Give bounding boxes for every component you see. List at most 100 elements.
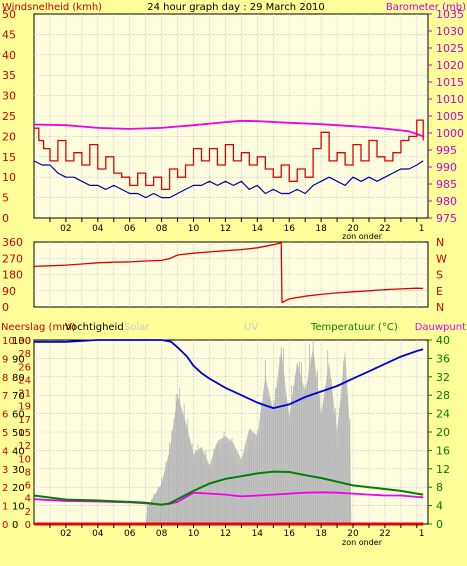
- solar-tick-label: 4: [25, 494, 31, 505]
- barometer-axis-title: Barometer (mb): [386, 2, 466, 13]
- wind-tick-label: 10: [2, 171, 16, 184]
- hour-tick-label: 10: [188, 529, 200, 539]
- wind-average-line: [33, 160, 424, 199]
- wind-tick-label: 40: [2, 49, 16, 62]
- humidity-tick-label: 10: [12, 502, 25, 513]
- rain-tick-label: 9: [2, 354, 8, 365]
- barometer-tick-label: 1025: [436, 42, 464, 55]
- hour-tick-label: 20: [347, 529, 359, 539]
- compass-tick-label: N: [436, 236, 444, 249]
- barometer-tick-label: 975: [436, 212, 457, 225]
- hour-tick-label: 18: [315, 224, 327, 234]
- barometer-tick-label: 1000: [436, 127, 464, 140]
- barometer-tick-label: 1010: [436, 93, 464, 106]
- compass-tick-label: E: [436, 285, 443, 298]
- barometer-tick-label: 1020: [436, 59, 464, 72]
- barometer-line: [33, 119, 424, 138]
- temperature-tick-label: 20: [436, 426, 450, 439]
- hour-tick-label: 16: [283, 529, 295, 539]
- hour-tick-label: 1: [419, 529, 425, 539]
- hour-tick-label: 14: [252, 529, 264, 539]
- humidity-tick-label: 30: [12, 465, 25, 476]
- grid-lines: [34, 14, 428, 524]
- solar-tick-label: 24: [18, 375, 31, 386]
- hour-tick-label: 12: [220, 224, 231, 234]
- solar-tick-label: 28: [18, 349, 31, 360]
- hour-tick-label: 08: [156, 529, 168, 539]
- direction-tick-label: 0: [2, 301, 9, 314]
- solar-tick-label: 2: [25, 507, 31, 518]
- solar-tick-label: 21: [18, 389, 31, 400]
- humidity-tick-label: 20: [12, 483, 25, 494]
- hour-tick-label: 10: [188, 224, 200, 234]
- barometer-tick-label: 1030: [436, 25, 464, 38]
- hour-tick-label: 12: [220, 529, 231, 539]
- hour-tick-label: 06: [124, 224, 136, 234]
- rain-tick-label: 3: [2, 465, 8, 476]
- direction-tick-label: 270: [2, 252, 23, 265]
- rain-tick-label: 1: [2, 502, 8, 513]
- humidity-tick-label: 50: [12, 428, 25, 439]
- rain-tick-label: 10: [2, 336, 15, 347]
- wind-tick-label: 15: [2, 151, 16, 164]
- barometer-tick-label: 1015: [436, 76, 464, 89]
- humidity-tick-label: 70: [12, 391, 25, 402]
- rain-tick-label: 5: [2, 428, 8, 439]
- wind-gust-line: [34, 119, 424, 191]
- solar-tick-label: 19: [18, 402, 31, 413]
- humidity-tick-label: 100: [12, 336, 31, 347]
- wind-tick-label: 50: [2, 8, 16, 21]
- rain-tick-label: 4: [2, 446, 8, 457]
- solar-tick-label: 12: [18, 441, 31, 452]
- sunset-label-top: zon onder: [342, 232, 383, 241]
- temperature-tick-label: 4: [436, 500, 443, 513]
- temperature-tick-label: 16: [436, 444, 450, 457]
- data-series: [33, 119, 424, 526]
- temperature-line: [33, 470, 424, 506]
- solar-tick-label: 17: [18, 415, 31, 426]
- hour-tick-label: 1: [419, 224, 425, 234]
- humidity-tick-label: 90: [12, 354, 25, 365]
- hour-tick-label: 04: [92, 529, 104, 539]
- solar-tick-label: 10: [18, 454, 31, 465]
- uv-axis-title: UV: [244, 322, 258, 333]
- wind-tick-label: 25: [2, 110, 16, 123]
- solar-tick-label: 8: [25, 467, 31, 478]
- temperature-tick-label: 8: [436, 481, 443, 494]
- humidity-tick-label: 0: [12, 520, 18, 531]
- sunset-label-bottom: zon onder: [342, 538, 383, 547]
- wind-tick-label: 20: [2, 130, 16, 143]
- hour-tick-label: 14: [252, 224, 264, 234]
- humidity-line: [34, 339, 424, 409]
- temperature-tick-label: 40: [436, 334, 450, 347]
- rain-tick-label: 2: [2, 483, 8, 494]
- wind-axis-title: Windsnelheid (kmh): [2, 2, 102, 13]
- barometer-tick-label: 980: [436, 195, 457, 208]
- temperature-axis-title: Temperatuur (°C): [310, 322, 398, 333]
- solar-axis-title: Solar: [124, 322, 150, 333]
- direction-tick-label: 90: [2, 285, 16, 298]
- temperature-tick-label: 28: [436, 389, 450, 402]
- wind-direction-line: [33, 242, 424, 304]
- wind-tick-label: 0: [2, 212, 9, 225]
- temperature-tick-label: 32: [436, 371, 450, 384]
- humidity-tick-label: 60: [12, 410, 25, 421]
- temperature-tick-label: 36: [436, 352, 450, 365]
- solar-tick-label: 0: [25, 520, 31, 531]
- temperature-tick-label: 24: [436, 408, 450, 421]
- solar-tick-label: 15: [18, 428, 31, 439]
- solar-tick-label: 6: [25, 481, 31, 492]
- hour-tick-label: 18: [315, 529, 327, 539]
- graph-title: 24 hour graph day : 29 March 2010: [147, 2, 325, 13]
- compass-tick-label: N: [436, 301, 444, 314]
- hour-tick-label: 04: [92, 224, 104, 234]
- wind-tick-label: 30: [2, 90, 16, 103]
- humidity-tick-label: 80: [12, 373, 25, 384]
- hour-tick-label: 02: [60, 529, 71, 539]
- hour-tick-label: 20: [347, 224, 359, 234]
- rain-axis-title: Neerslag (mm): [1, 322, 76, 333]
- solar-tick-label: 26: [18, 362, 31, 373]
- hour-tick-label: 22: [379, 529, 390, 539]
